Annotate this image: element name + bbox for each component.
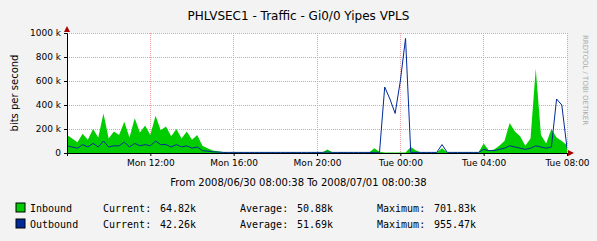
y-tick-mark: [64, 105, 67, 106]
legend-stat-value: 42.26k: [160, 219, 196, 230]
legend-stat-name: Average:: [240, 203, 288, 214]
legend-stat-value: 64.82k: [160, 203, 196, 214]
y-tick-label: 600 k: [36, 76, 62, 86]
x-axis-line: [68, 154, 568, 157]
legend-swatch: [16, 203, 25, 212]
y-tick: 0: [55, 148, 67, 158]
legend: Inbound Current: 64.82k Average: 50.88k Maxim…: [16, 203, 476, 230]
x-tick-label: Mon 20:00: [294, 158, 342, 168]
x-tick-label: Mon 12:00: [127, 158, 175, 168]
y-tick-label: 0: [55, 148, 61, 158]
inbound-area: [67, 69, 567, 153]
x-tick: Tue 00:00: [378, 153, 423, 168]
legend-stat-value: 701.83k: [434, 203, 476, 214]
y-axis: 0 200 k 400 k 600 k 800 k 1000 k: [30, 28, 67, 158]
y-tick-label: 400 k: [36, 100, 62, 110]
legend-stat-name: Current:: [103, 219, 151, 230]
x-tick-mark: [567, 153, 568, 156]
legend-stat-name: Average:: [240, 219, 288, 230]
y-tick-label: 1000 k: [30, 28, 62, 38]
legend-label: Outbound: [30, 219, 78, 230]
x-tick-mark: [484, 153, 485, 156]
y-tick: 1000 k: [30, 28, 67, 38]
x-tick: Mon 20:00: [294, 153, 342, 168]
y-tick: 200 k: [36, 124, 67, 134]
legend-stat-name: Maximum:: [377, 203, 425, 214]
legend-label: Inbound: [30, 203, 72, 214]
legend-swatch: [16, 219, 25, 228]
y-axis-title: bits per second: [9, 55, 20, 132]
x-tick-label: Tue 08:00: [544, 158, 589, 168]
x-tick-mark: [400, 153, 401, 156]
y-tick-label: 200 k: [36, 124, 62, 134]
x-tick: Mon 16:00: [210, 153, 258, 168]
x-tick-mark: [150, 153, 151, 156]
x-grid-line: [483, 33, 484, 153]
x-tick: Mon 12:00: [127, 153, 175, 168]
y-tick: 600 k: [36, 76, 67, 86]
y-axis-arrow: [64, 26, 70, 32]
x-grid-line: [567, 33, 568, 153]
plot-area: [67, 38, 567, 153]
watermark: RRDTOOL / TOBI OETIKER: [581, 35, 589, 125]
subtitle: From 2008/06/30 08:00:38 To 2008/07/01 0…: [170, 177, 426, 188]
outbound-line: [67, 38, 567, 152]
x-axis-arrow: [568, 150, 574, 156]
plot-background: [67, 33, 567, 153]
y-tick: 800 k: [36, 52, 67, 62]
chart-svg: PHLVSEC1 - Traffic - Gi0/0 Yipes VPLS Fro…: [0, 0, 597, 241]
legend-stat-value: 50.88k: [297, 203, 333, 214]
x-tick: Tue 04:00: [461, 153, 506, 168]
grid: [67, 33, 567, 153]
legend-stat-value: 955.47k: [434, 219, 476, 230]
x-axis: Mon 12:00 Mon 16:00 Mon 20:00 Tue 00:00 Tue …: [68, 153, 590, 168]
x-grid-line: [317, 33, 318, 153]
y-tick-mark: [64, 81, 67, 82]
x-tick-label: Mon 16:00: [210, 158, 258, 168]
x-grid-line: [233, 33, 234, 153]
x-tick-label: Tue 00:00: [378, 158, 423, 168]
y-tick-label: 800 k: [36, 52, 62, 62]
x-tick-mark: [234, 153, 235, 156]
y-tick-mark: [64, 33, 67, 34]
x-tick: Tue 08:00: [544, 153, 589, 168]
x-tick-label: Tue 04:00: [461, 158, 506, 168]
x-grid-line: [400, 33, 401, 153]
y-tick-mark: [64, 153, 67, 154]
y-tick-mark: [64, 57, 67, 58]
y-tick-mark: [64, 129, 67, 130]
title: PHLVSEC1 - Traffic - Gi0/0 Yipes VPLS: [188, 9, 410, 23]
background: [0, 0, 597, 241]
y-axis-line: [64, 34, 68, 154]
legend-stat-value: 51.69k: [297, 219, 333, 230]
y-tick: 400 k: [36, 100, 67, 110]
x-tick-mark: [317, 153, 318, 156]
legend-stat-name: Maximum:: [377, 219, 425, 230]
legend-stat-name: Current:: [103, 203, 151, 214]
